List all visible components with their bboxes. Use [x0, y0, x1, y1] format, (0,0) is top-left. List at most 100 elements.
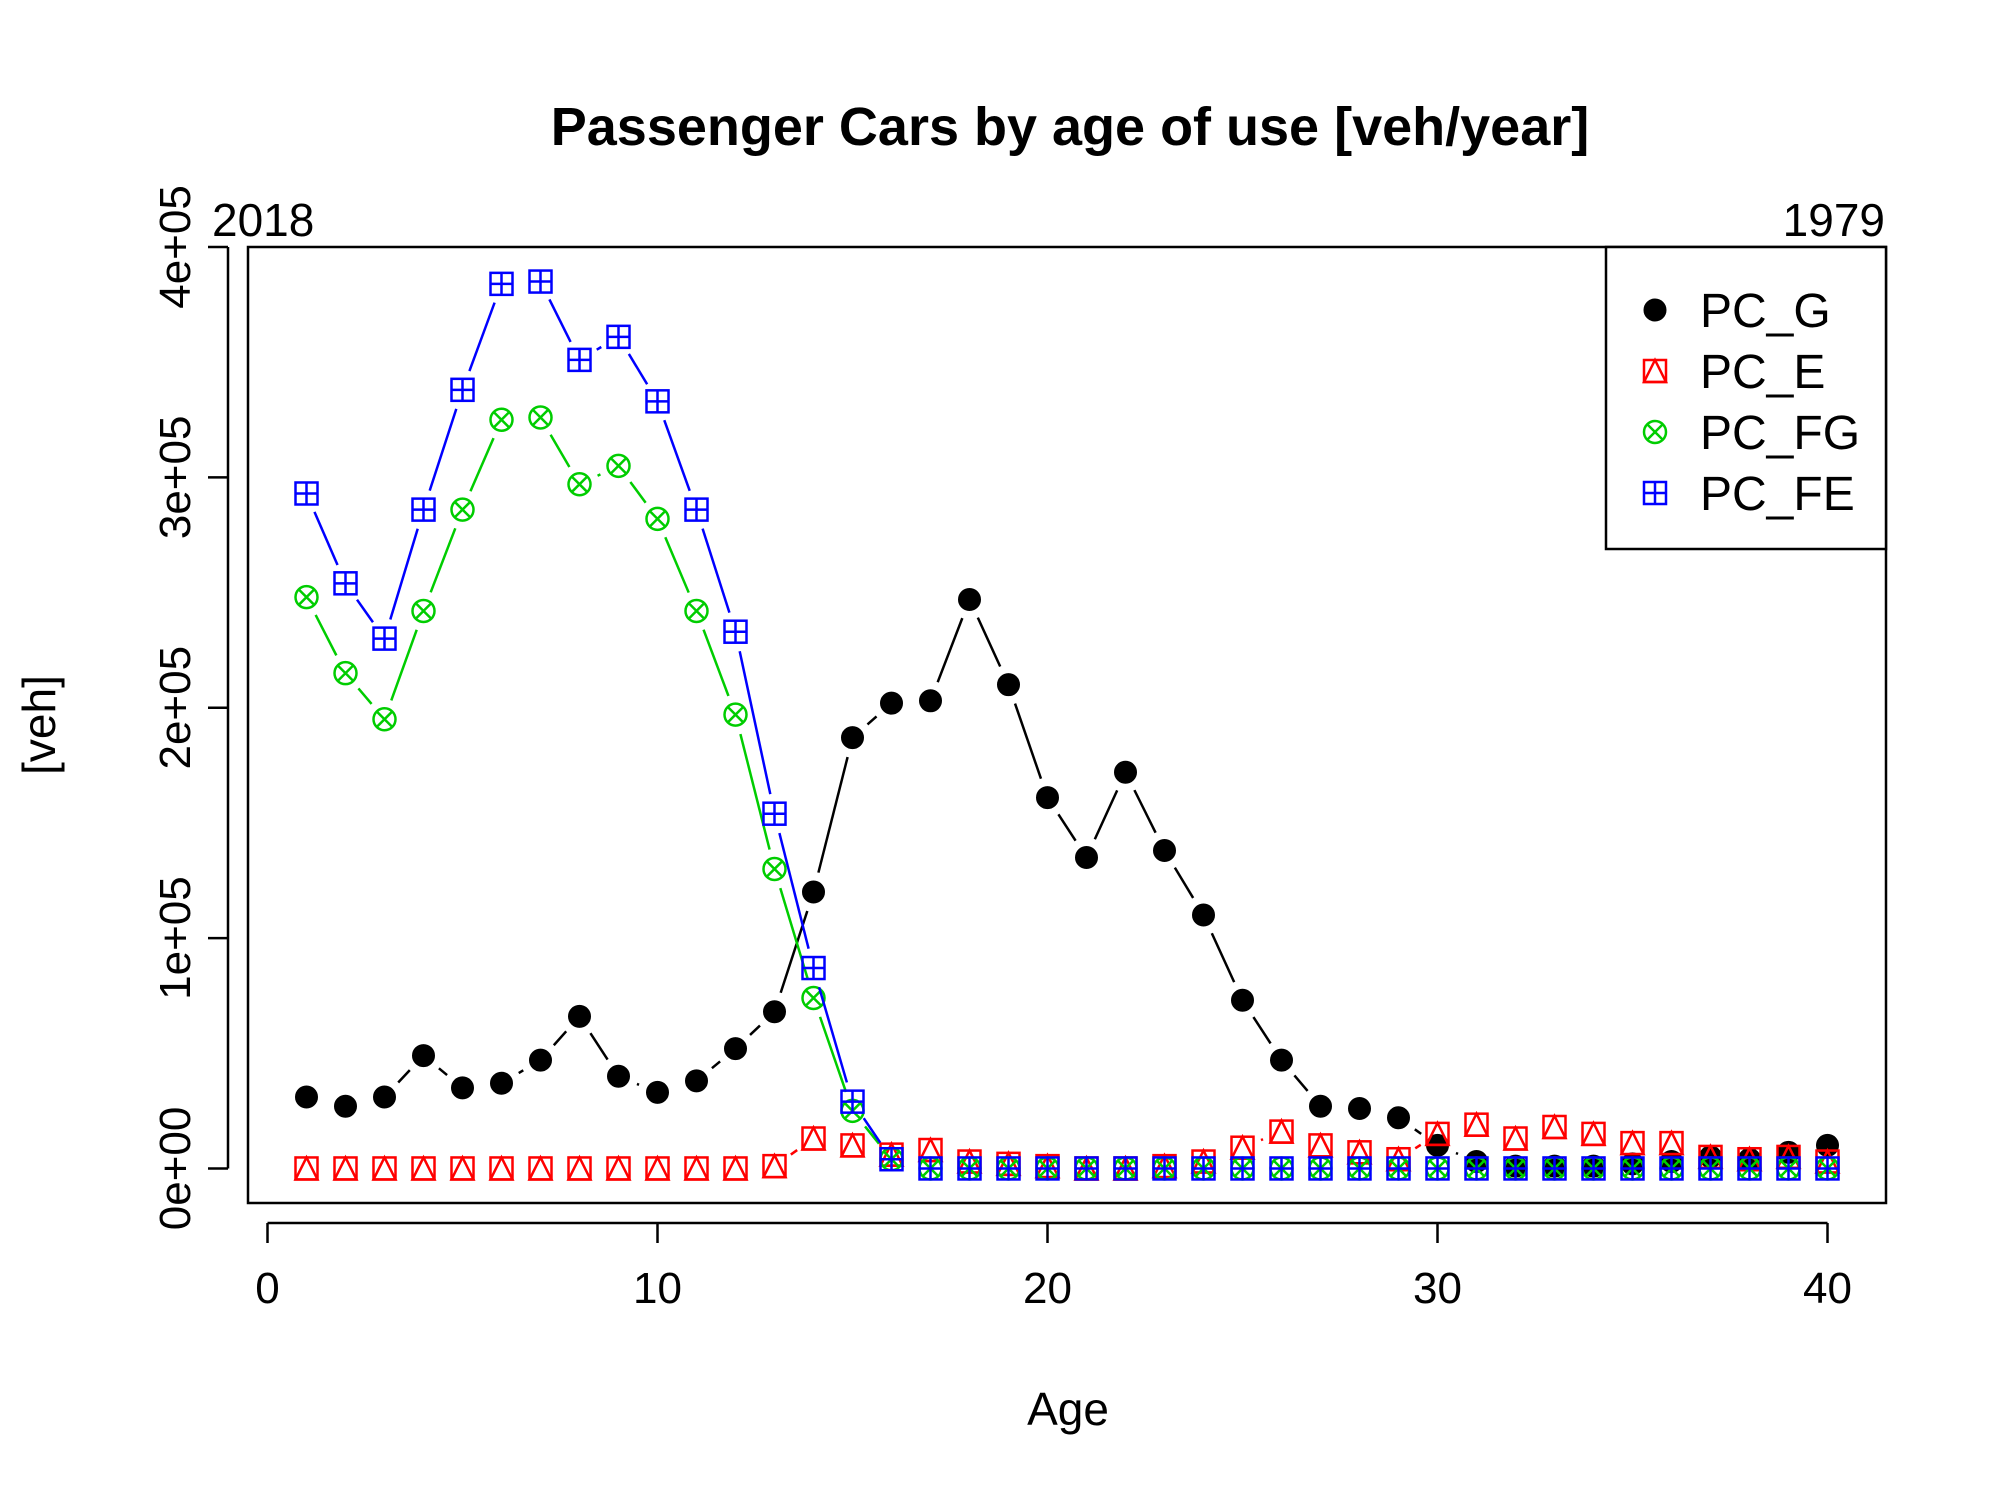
marker-shape	[1424, 1120, 1451, 1147]
marker-shape	[528, 405, 553, 430]
marker-shape	[1307, 1131, 1334, 1158]
data-point	[723, 619, 748, 644]
data-point	[724, 1037, 747, 1061]
marker-shape	[723, 1156, 748, 1181]
data-point	[762, 856, 787, 882]
marker-shape	[1270, 1048, 1293, 1072]
data-point	[801, 985, 826, 1011]
data-point	[802, 880, 825, 904]
marker-shape	[489, 407, 514, 433]
marker-shape	[529, 1048, 552, 1072]
data-point	[958, 587, 981, 611]
data-point	[722, 1154, 749, 1181]
marker-shape	[800, 1124, 827, 1151]
data-point	[373, 1085, 396, 1109]
series-line-segment	[862, 1117, 882, 1144]
data-point	[489, 407, 514, 433]
data-point	[1153, 839, 1176, 863]
marker-shape	[453, 500, 472, 519]
marker-shape	[527, 1154, 554, 1181]
data-point	[607, 1064, 630, 1088]
marker-shape	[919, 689, 942, 713]
series-line-segment	[356, 598, 374, 623]
marker-shape	[761, 1152, 788, 1179]
data-point	[1270, 1048, 1293, 1072]
marker-shape	[1114, 760, 1137, 784]
data-point	[645, 389, 670, 414]
data-point	[1541, 1113, 1568, 1140]
data-point	[1658, 1129, 1685, 1156]
marker-shape	[293, 1154, 320, 1181]
plot-frame	[246, 245, 1888, 1205]
marker-shape	[684, 598, 709, 624]
marker-shape	[609, 457, 628, 475]
data-point	[567, 347, 592, 373]
marker-shape	[567, 1156, 592, 1181]
data-point	[646, 1080, 669, 1104]
data-point	[1698, 1156, 1723, 1181]
data-point	[1387, 1106, 1410, 1130]
data-point	[841, 726, 864, 750]
data-point	[1776, 1156, 1801, 1181]
marker-shape	[958, 587, 981, 611]
marker-shape	[683, 1154, 710, 1181]
series-line-segment	[1455, 1151, 1459, 1156]
data-point	[1581, 1156, 1606, 1181]
series-line-segment	[397, 1069, 411, 1084]
marker-shape	[412, 1044, 435, 1068]
data-point	[490, 1071, 513, 1095]
data-point	[293, 1154, 320, 1181]
data-point	[294, 481, 319, 506]
marker-shape	[375, 710, 394, 729]
data-point	[528, 405, 553, 430]
series-line-segment	[1133, 789, 1157, 834]
y-tick-label: 1e+05	[151, 876, 200, 1000]
series-line-segment	[817, 986, 849, 1083]
data-point	[1502, 1124, 1529, 1151]
marker-shape	[372, 706, 397, 732]
data-point	[411, 598, 436, 624]
x-axis-label: Age	[1027, 1383, 1109, 1435]
series-line-segment	[664, 536, 690, 594]
data-point	[1230, 1156, 1255, 1181]
marker-shape	[1646, 423, 1664, 441]
marker-shape	[839, 1131, 866, 1158]
marker-shape	[645, 506, 670, 532]
data-point	[333, 571, 358, 596]
x-tick-label: 40	[1803, 1264, 1852, 1313]
marker-shape	[1229, 1133, 1256, 1160]
marker-shape	[762, 1153, 787, 1179]
series-line-segment	[549, 434, 571, 468]
series-line-segment	[428, 408, 458, 491]
marker-shape	[997, 673, 1020, 697]
series-line-segment	[313, 511, 339, 566]
marker-shape	[1503, 1126, 1528, 1151]
data-point	[957, 1156, 982, 1181]
series-line-segment	[1414, 1143, 1422, 1150]
series-line-segment	[1260, 1138, 1264, 1142]
data-point	[645, 506, 670, 532]
data-point	[1542, 1156, 1567, 1181]
data-point	[411, 497, 436, 522]
data-point	[372, 626, 397, 651]
marker-shape	[801, 985, 826, 1011]
marker-shape	[294, 1156, 319, 1181]
x-tick-label: 0	[255, 1264, 279, 1313]
corner-label-left: 2018	[212, 194, 314, 246]
data-point	[1113, 1156, 1138, 1181]
data-point	[1268, 1117, 1295, 1144]
data-point	[606, 453, 631, 479]
data-point	[800, 1124, 827, 1151]
marker-shape	[1309, 1094, 1332, 1118]
series-PC_FE	[294, 269, 1840, 1181]
marker-shape	[1463, 1110, 1490, 1137]
corner-label-right: 1979	[1783, 194, 1885, 246]
data-point	[685, 1069, 708, 1093]
marker-shape	[607, 1064, 630, 1088]
data-point	[606, 324, 631, 350]
marker-shape	[644, 1154, 671, 1181]
data-point	[1114, 760, 1137, 784]
legend-label: PC_E	[1700, 346, 1825, 399]
series-line-segment	[866, 715, 878, 726]
